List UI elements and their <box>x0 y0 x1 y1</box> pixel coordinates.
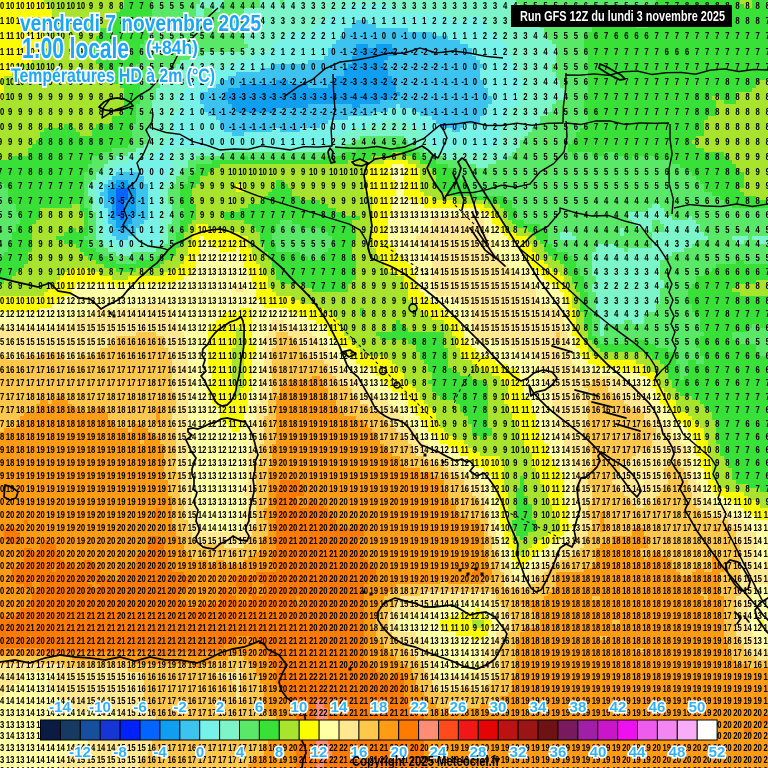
svg-text:16: 16 <box>351 744 368 761</box>
svg-text:42: 42 <box>610 699 627 716</box>
svg-text:34: 34 <box>530 699 547 716</box>
svg-text:38: 38 <box>570 699 587 716</box>
svg-text:vendredi 7 novembre 2025: vendredi 7 novembre 2025 <box>20 10 261 36</box>
svg-text:36: 36 <box>550 744 567 761</box>
svg-text:12: 12 <box>311 744 328 761</box>
svg-text:32: 32 <box>510 744 527 761</box>
svg-text:4: 4 <box>236 744 245 761</box>
svg-text:Copyright 2025 Meteociel.fr: Copyright 2025 Meteociel.fr <box>352 753 500 768</box>
svg-text:22: 22 <box>411 699 428 716</box>
svg-text:24: 24 <box>430 744 447 761</box>
svg-text:-14: -14 <box>49 699 71 716</box>
svg-text:8: 8 <box>275 744 283 761</box>
svg-text:28: 28 <box>470 744 487 761</box>
svg-text:2: 2 <box>216 699 224 716</box>
svg-text:18: 18 <box>371 699 388 716</box>
svg-text:26: 26 <box>450 699 467 716</box>
svg-text:1:00 locale: 1:00 locale <box>22 33 129 65</box>
svg-text:-8: -8 <box>113 744 126 761</box>
svg-text:46: 46 <box>649 699 666 716</box>
svg-text:-10: -10 <box>89 699 111 716</box>
svg-text:50: 50 <box>689 699 706 716</box>
svg-text:-4: -4 <box>153 744 167 761</box>
svg-text:-6: -6 <box>133 699 146 716</box>
svg-text:44: 44 <box>629 744 646 761</box>
svg-text:40: 40 <box>590 744 607 761</box>
svg-text:30: 30 <box>490 699 507 716</box>
svg-text:Run GFS 12Z du lundi 3 novembr: Run GFS 12Z du lundi 3 novembre 2025 <box>520 8 725 25</box>
svg-text:6: 6 <box>255 699 263 716</box>
svg-text:52: 52 <box>709 744 726 761</box>
svg-text:-12: -12 <box>69 744 91 761</box>
svg-text:20: 20 <box>391 744 408 761</box>
svg-text:14: 14 <box>331 699 348 716</box>
svg-text:10: 10 <box>291 699 308 716</box>
svg-text:48: 48 <box>669 744 686 761</box>
svg-text:Températures HD à 2m (°C): Températures HD à 2m (°C) <box>11 66 215 87</box>
svg-text:(+84h): (+84h) <box>146 38 198 59</box>
svg-text:0: 0 <box>196 744 204 761</box>
svg-text:-2: -2 <box>173 699 186 716</box>
